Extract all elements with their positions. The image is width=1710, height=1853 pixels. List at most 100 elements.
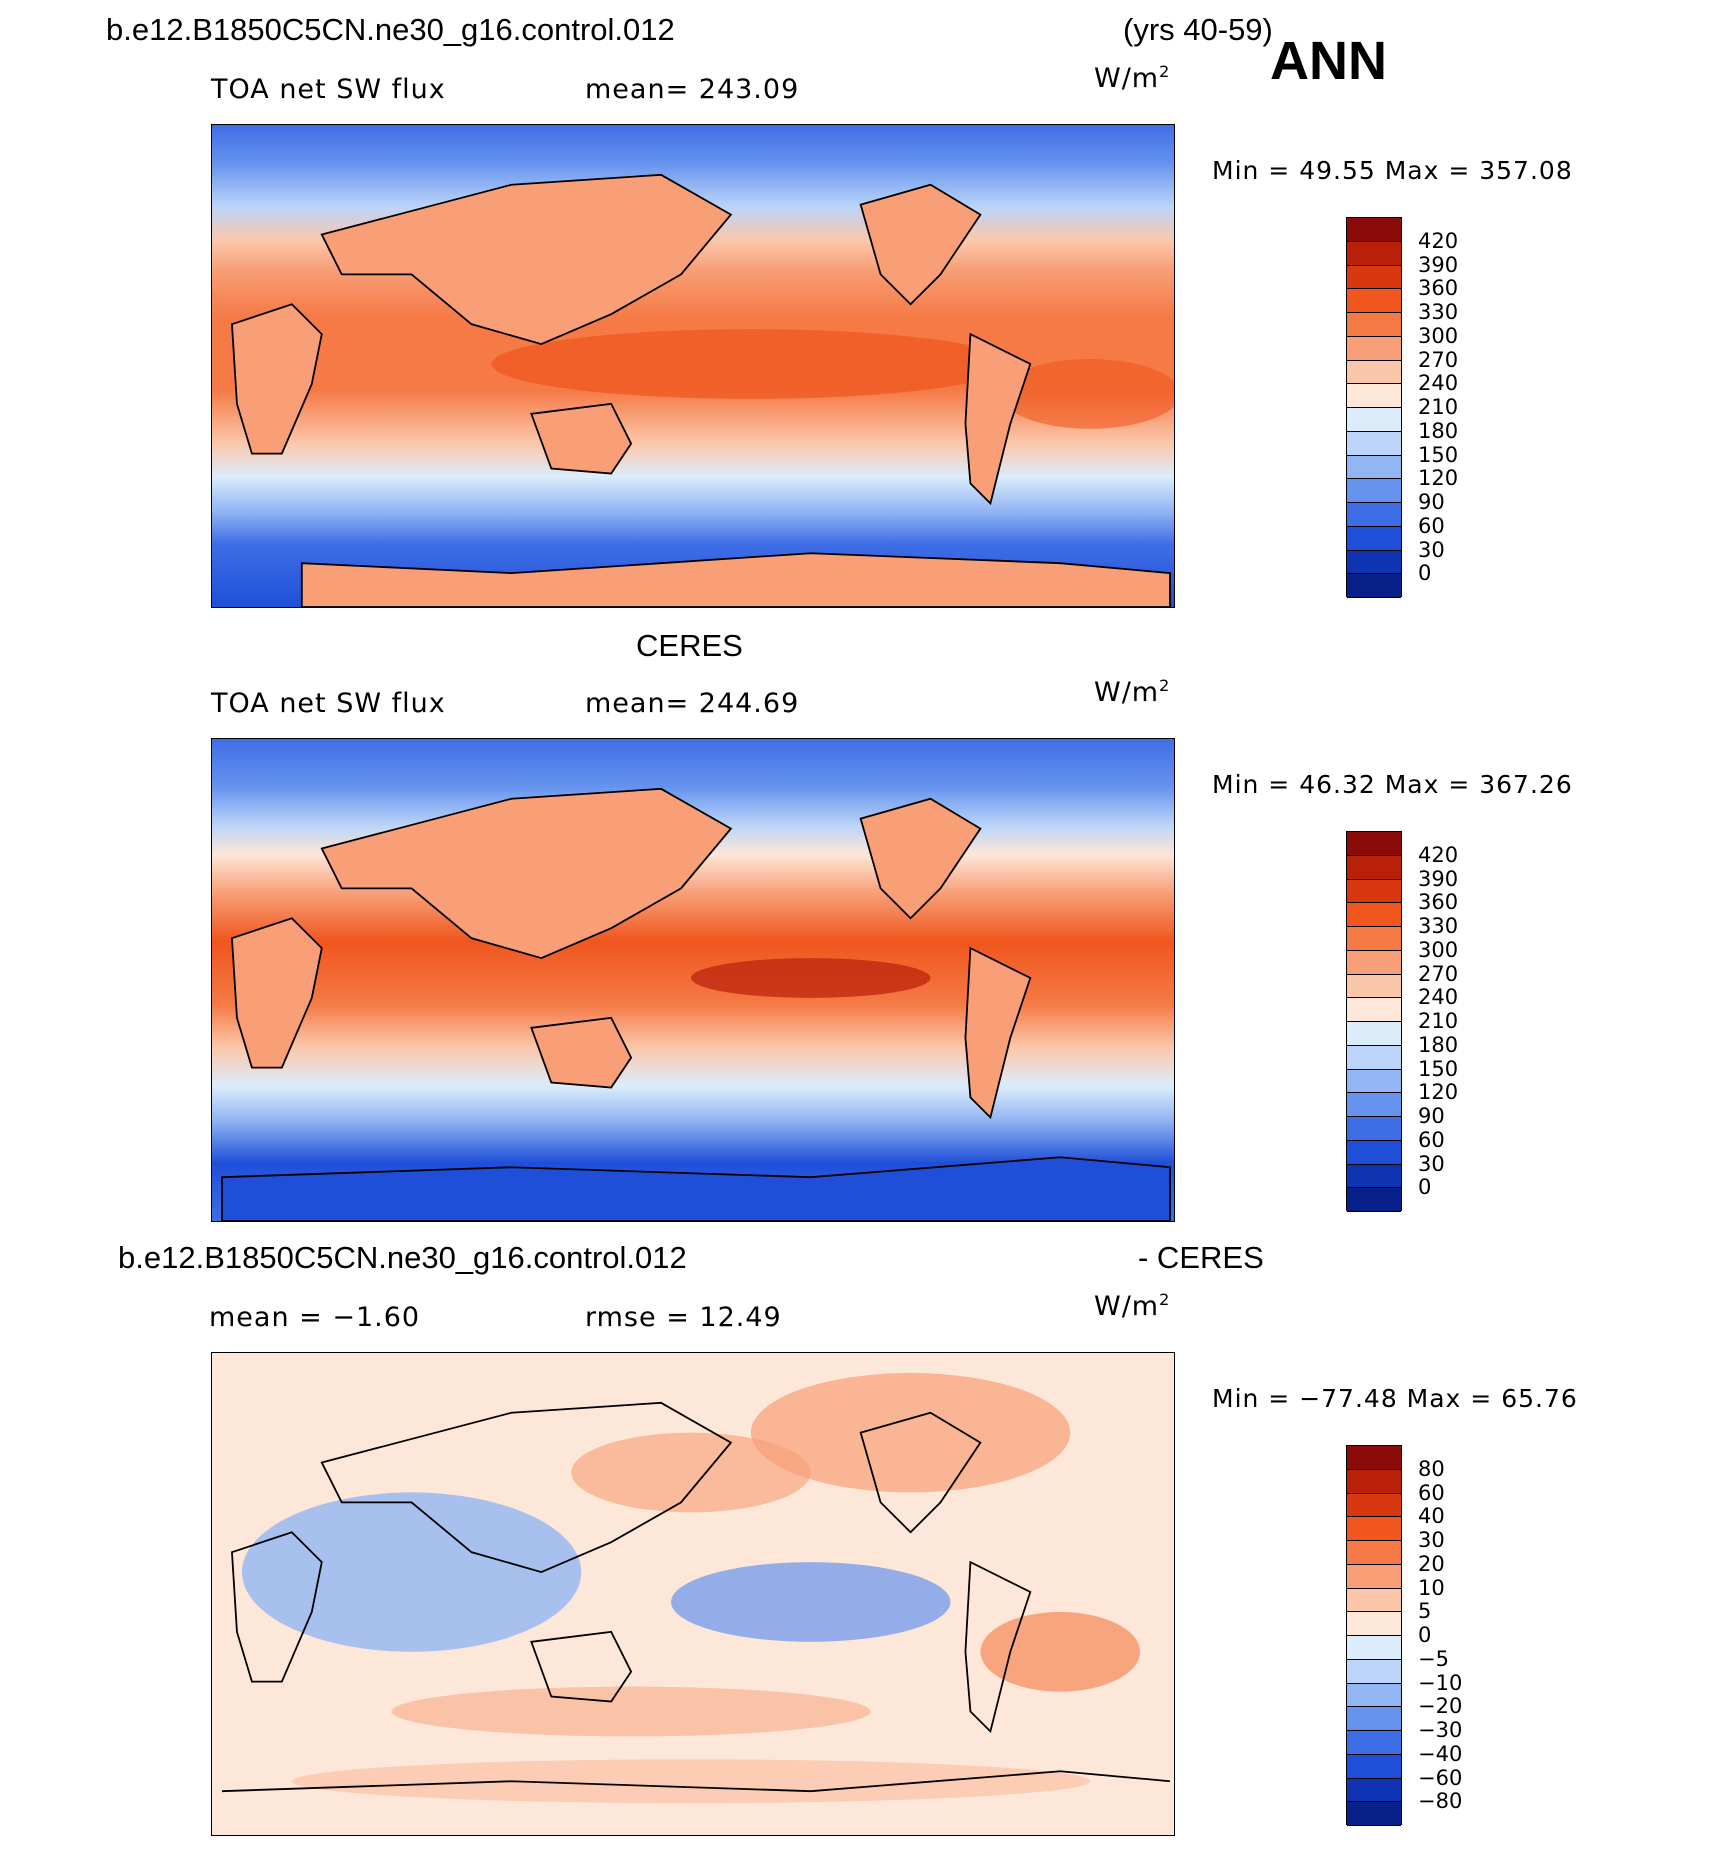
colorbar-label: 210 [1418,1009,1459,1033]
colorbar-label: 40 [1418,1504,1445,1529]
colorbar-swatch [1347,1754,1401,1779]
colorbar-label: 0 [1418,561,1432,586]
colorbar-label: 30 [1418,1151,1445,1176]
colorbar-swatch [1347,1612,1401,1636]
panel1-unit: W/m2 [1094,62,1171,94]
colorbar-label: 270 [1418,347,1459,372]
panel2-minmax: Min = 46.32 Max = 367.26 [1212,770,1573,799]
colorbar-swatch [1347,1140,1401,1165]
colorbar-swatch [1347,241,1401,266]
panel3-title: b.e12.B1850C5CN.ne30_g16.control.012 [118,1240,687,1275]
panel2-title: CERES [636,628,743,663]
colorbar-swatch [1347,1493,1401,1518]
panel1-mean-label: mean= 243.09 [585,74,800,105]
colorbar-label: 300 [1418,937,1459,962]
colorbar-label: 420 [1418,228,1459,253]
colorbar-swatch [1347,1802,1401,1826]
colorbar-label: −5 [1418,1646,1449,1671]
colorbar-label: 30 [1418,537,1445,562]
colorbar-label: 5 [1418,1599,1432,1624]
panel3-rmse-label: rmse = 12.49 [585,1302,782,1333]
panel1-map [211,124,1175,608]
colorbar-label: 10 [1418,1575,1445,1600]
colorbar-swatch [1347,1045,1401,1070]
colorbar-swatch [1347,879,1401,904]
colorbar-swatch [1347,974,1401,999]
colorbar-swatch [1347,1541,1401,1565]
colorbar-swatch [1347,832,1401,856]
colorbar-label: 240 [1418,985,1459,1010]
panel3-colorbar-swatches [1346,1445,1402,1826]
colorbar-label: 120 [1418,1080,1459,1105]
colorbar-label: 120 [1418,466,1459,491]
colorbar-label: −60 [1418,1765,1463,1790]
colorbar-swatch [1347,855,1401,880]
colorbar-swatch [1347,998,1401,1022]
colorbar-swatch [1347,360,1401,385]
colorbar-label: 240 [1418,371,1459,396]
colorbar-label: −80 [1418,1789,1463,1814]
years-label: (yrs 40-59) [1123,12,1273,47]
panel1-colorbar-swatches [1346,217,1402,598]
colorbar-swatch [1347,1069,1401,1094]
panel2-unit: W/m2 [1094,676,1171,708]
panel2-variable-label: TOA net SW flux [211,688,446,719]
panel3-title-right: - CERES [1138,1240,1264,1275]
colorbar-label: 390 [1418,252,1459,277]
colorbar-swatch [1347,550,1401,575]
colorbar-label: 390 [1418,866,1459,891]
colorbar-swatch [1347,503,1401,527]
colorbar-swatch [1347,336,1401,361]
colorbar-swatch [1347,1683,1401,1708]
panel3-mean-label: mean = −1.60 [209,1302,421,1333]
panel2-mean-label: mean= 244.69 [585,688,800,719]
colorbar-label: 90 [1418,1104,1445,1128]
season-label: ANN [1270,31,1387,91]
colorbar-swatch [1347,1469,1401,1494]
colorbar-swatch [1347,289,1401,313]
colorbar-label: 270 [1418,961,1459,986]
colorbar-label: 20 [1418,1551,1445,1576]
colorbar-swatch [1347,1707,1401,1731]
colorbar-label: 360 [1418,890,1459,915]
colorbar-label: 150 [1418,442,1459,467]
colorbar-label: 90 [1418,490,1445,514]
colorbar-label: 180 [1418,1032,1459,1057]
colorbar-label: −20 [1418,1694,1463,1719]
colorbar-swatch [1347,479,1401,503]
colorbar-label: 300 [1418,323,1459,348]
colorbar-swatch [1347,455,1401,480]
colorbar-label: 210 [1418,395,1459,419]
panel2-map-svg [212,739,1174,1221]
colorbar-label: 60 [1418,1127,1445,1152]
panel2-map [211,738,1175,1222]
colorbar-swatch [1347,950,1401,975]
colorbar-label: 0 [1418,1175,1432,1200]
colorbar-swatch [1347,1636,1401,1660]
panel2-colorbar-swatches [1346,831,1402,1212]
colorbar-swatch [1347,218,1401,242]
colorbar-swatch [1347,526,1401,551]
panel3-map-svg [212,1353,1174,1835]
colorbar-swatch [1347,1517,1401,1541]
colorbar-swatch [1347,1446,1401,1470]
colorbar-swatch [1347,1093,1401,1117]
colorbar-label: −30 [1418,1718,1463,1742]
colorbar-label: 60 [1418,1480,1445,1505]
panel1-map-svg [212,125,1174,607]
colorbar-swatch [1347,431,1401,456]
colorbar-swatch [1347,1164,1401,1189]
colorbar-swatch [1347,1022,1401,1046]
panel3-map [211,1352,1175,1836]
colorbar-label: 330 [1418,914,1459,938]
colorbar-swatch [1347,1564,1401,1589]
colorbar-swatch [1347,574,1401,598]
colorbar-label: 150 [1418,1056,1459,1081]
colorbar-swatch [1347,384,1401,408]
colorbar-swatch [1347,1588,1401,1613]
colorbar-label: −10 [1418,1670,1463,1695]
colorbar-label: 180 [1418,418,1459,443]
panel1-variable-label: TOA net SW flux [211,74,446,105]
colorbar-swatch [1347,265,1401,290]
colorbar-swatch [1347,1778,1401,1803]
